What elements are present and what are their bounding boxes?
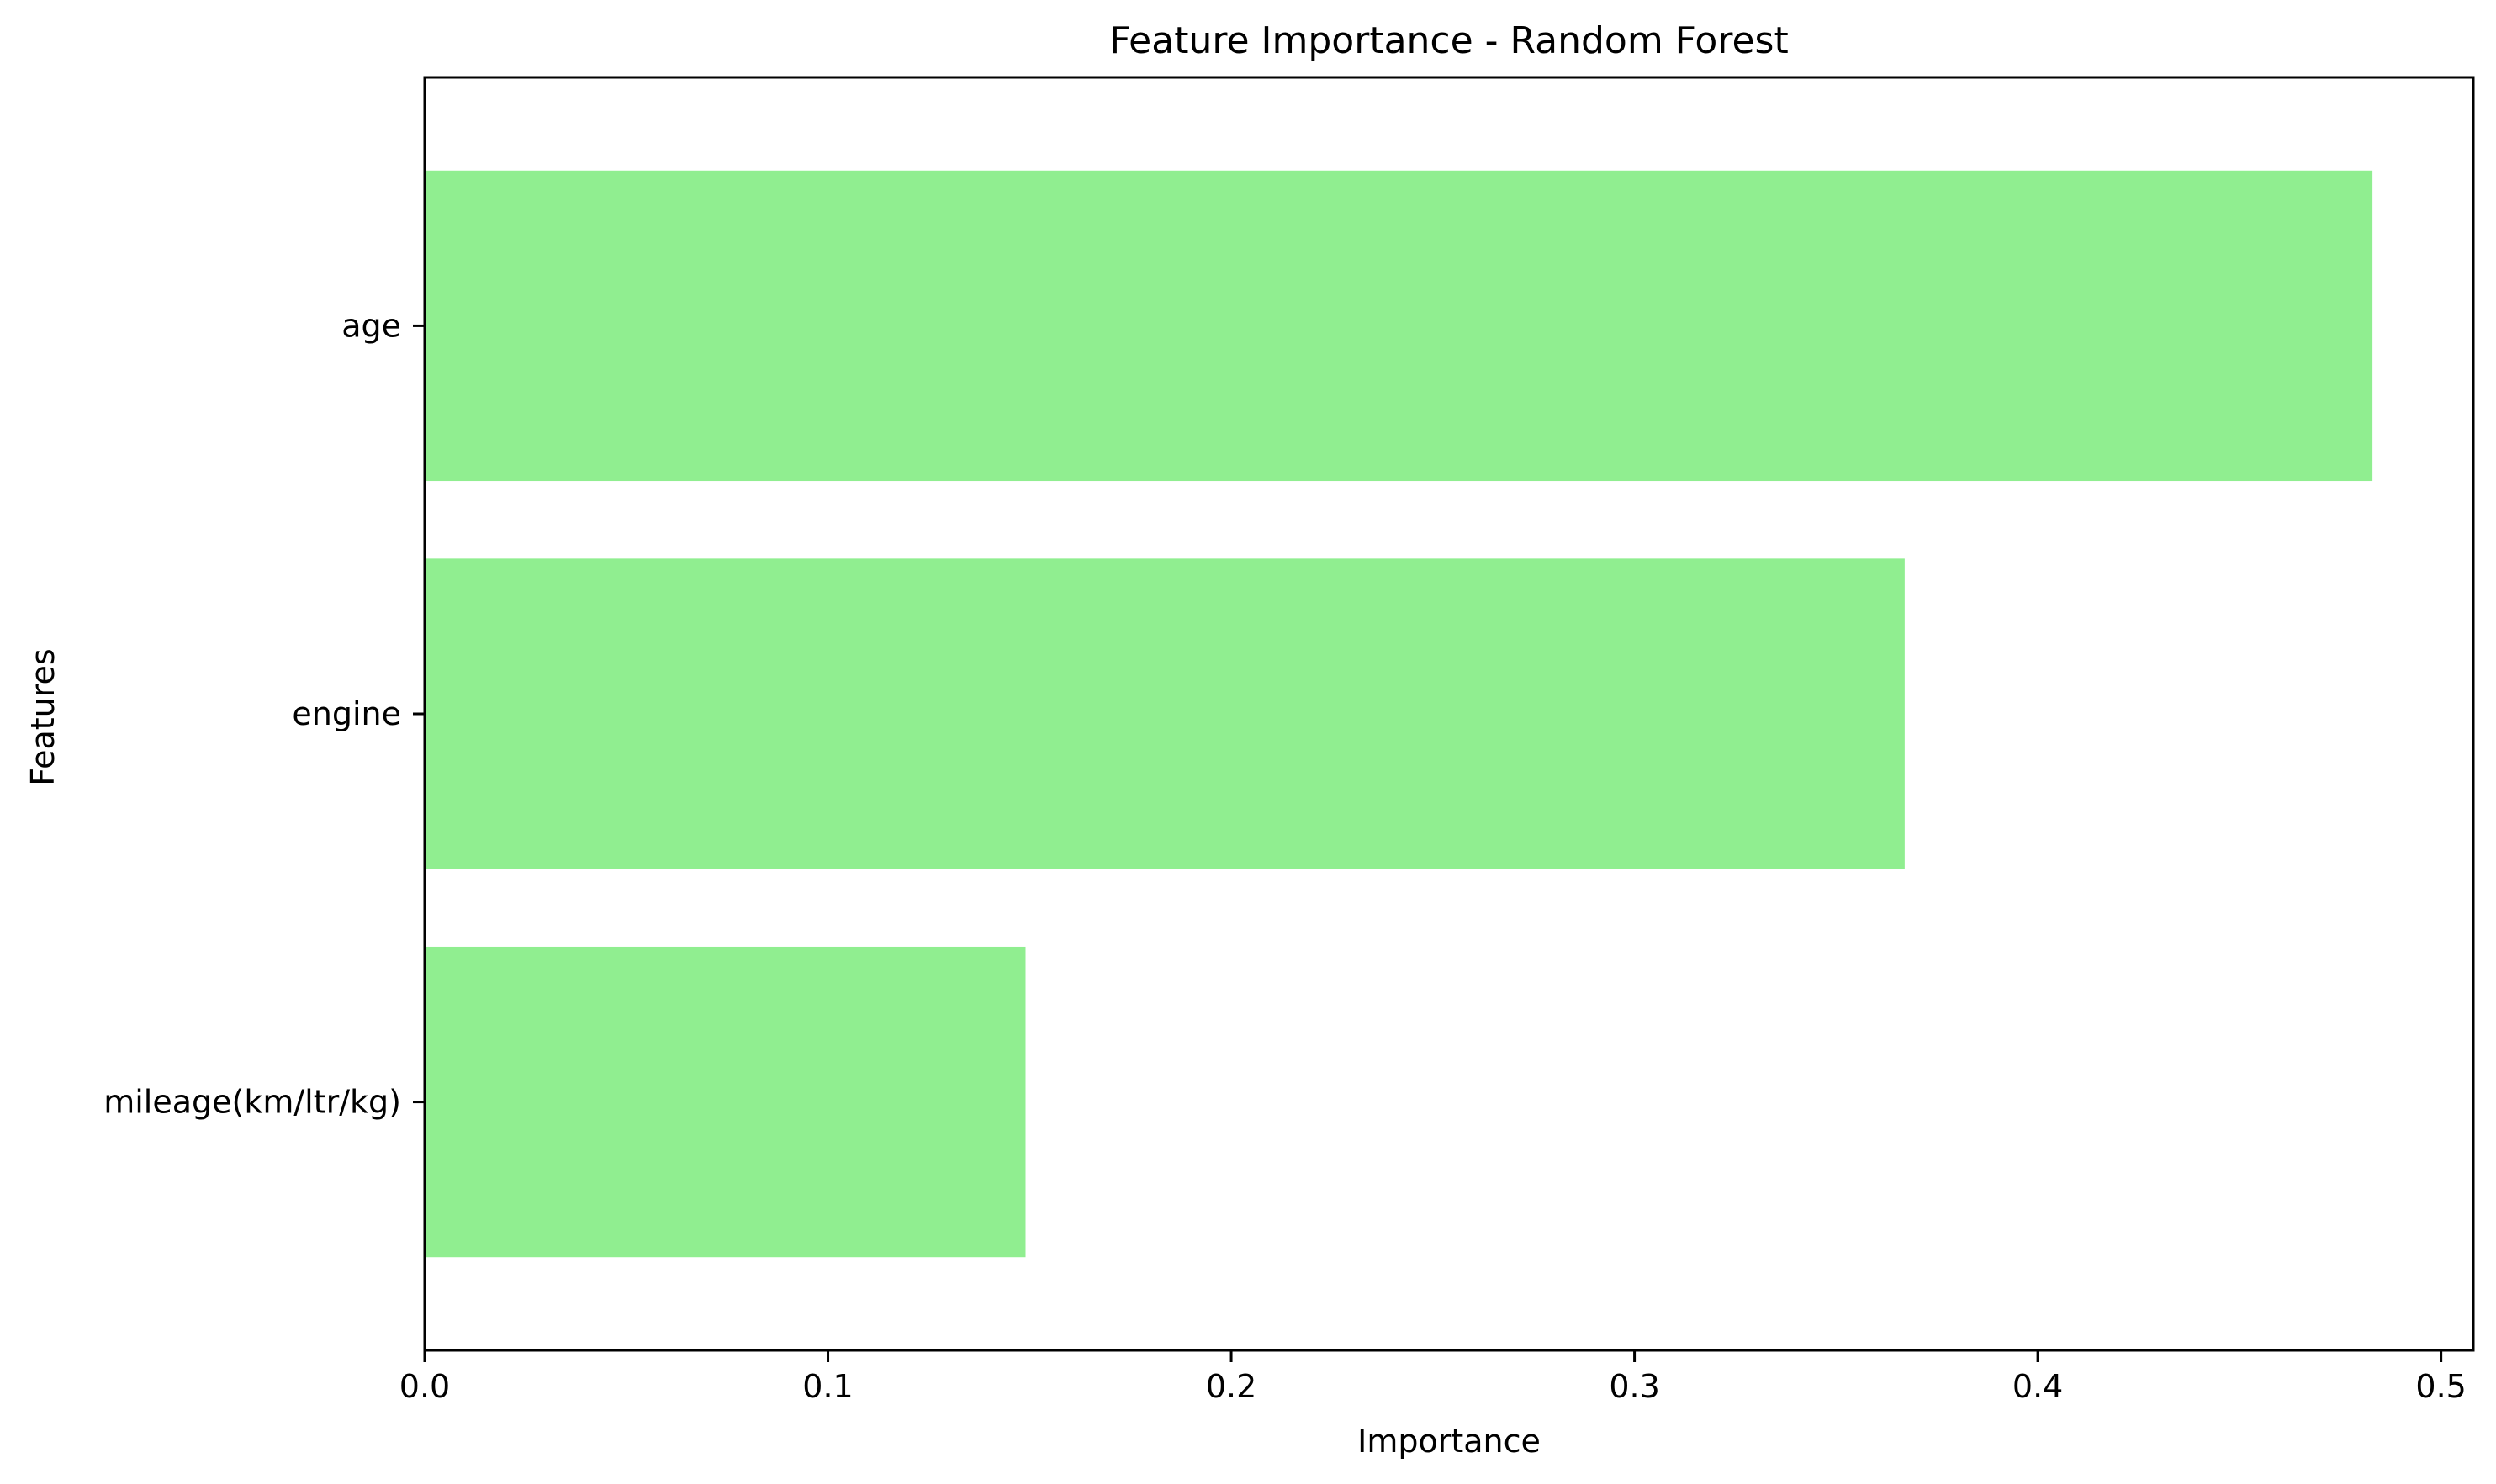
y-axis-label: Features bbox=[24, 648, 61, 785]
x-tick-label: 0.3 bbox=[1609, 1368, 1659, 1405]
x-tick-label: 0.2 bbox=[1206, 1368, 1256, 1405]
x-tick-label: 0.0 bbox=[399, 1368, 450, 1405]
bar-2 bbox=[425, 946, 1026, 1258]
bars-group bbox=[425, 170, 2373, 1258]
x-axis-label: Importance bbox=[1357, 1423, 1541, 1460]
bar-0 bbox=[425, 170, 2373, 482]
y-ticks-group: age engine mileage(km/ltr/kg) bbox=[103, 307, 425, 1121]
y-tick-label: mileage(km/ltr/kg) bbox=[103, 1084, 401, 1121]
y-tick-label: age bbox=[341, 307, 401, 344]
x-tick-label: 0.5 bbox=[2415, 1368, 2466, 1405]
chart-title: Feature Importance - Random Forest bbox=[1109, 19, 1788, 62]
x-tick-label: 0.4 bbox=[2012, 1368, 2063, 1405]
x-tick-label: 0.1 bbox=[802, 1368, 853, 1405]
x-ticks-group: 0.0 0.1 0.2 0.3 0.4 0.5 bbox=[399, 1350, 2467, 1405]
y-tick-label: engine bbox=[292, 695, 401, 732]
bar-1 bbox=[425, 558, 1905, 869]
